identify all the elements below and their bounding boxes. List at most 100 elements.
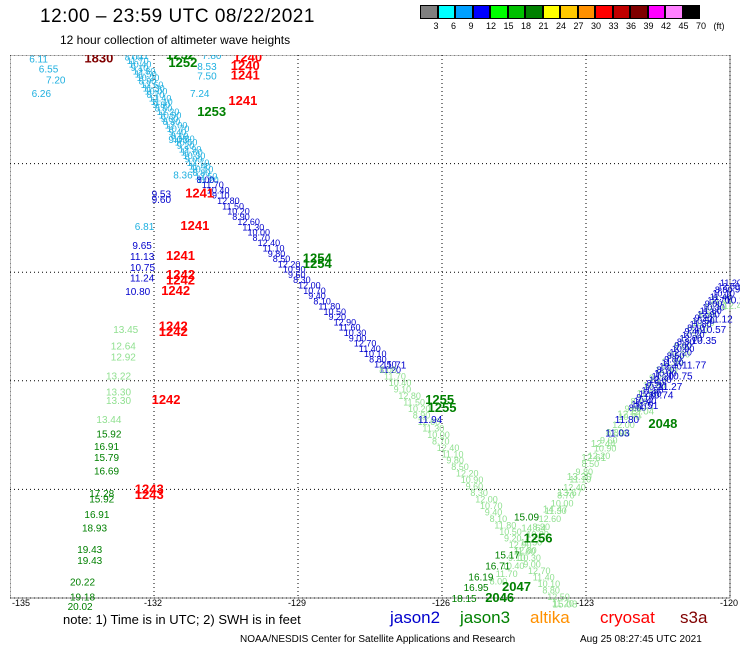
track-value-label: 10.50 (175, 138, 198, 148)
pass-time-label: 1252 (166, 55, 195, 62)
track-value-label: 12.50 (547, 592, 570, 602)
track-value-label: 8.80 (369, 354, 387, 364)
pass-time-label: 1255 (425, 392, 454, 407)
legend-swatch (577, 5, 595, 19)
wave-height-label: 15.09 (514, 513, 539, 524)
track-value-label: 10.50 (643, 381, 666, 391)
track-value-label: 12.50 (195, 171, 218, 181)
track-value-label: 9.10 (636, 393, 654, 403)
wave-height-label: 12.61 (617, 409, 642, 420)
legend-label: 24 (556, 21, 567, 31)
pass-time-label: 1252 (168, 55, 197, 70)
page-title: 12:00 – 23:59 UTC 08/22/2021 (40, 6, 315, 27)
track-value-label: 10.30 (518, 553, 541, 563)
wave-height-label: 12.92 (111, 352, 136, 363)
legend-label: 30 (591, 21, 602, 31)
track-value-label: 8.50 (667, 351, 685, 361)
track-value-label: 12.80 (514, 545, 537, 555)
wave-height-label: 12.64 (111, 342, 136, 353)
track-value-label: 12.40 (437, 443, 460, 453)
legend-label: 27 (573, 21, 584, 31)
track-value-label: 12.70 (187, 158, 210, 168)
track-value-label: 12.60 (237, 217, 260, 227)
track-value-label: 12.70 (680, 334, 703, 344)
legend-swatch (630, 5, 648, 19)
track-value-label: 11.20 (720, 278, 740, 288)
track-value-label: 11.60 (700, 306, 722, 316)
track-value-label: 11.60 (514, 547, 536, 557)
track-value-label: 10.20 (227, 207, 250, 217)
legend-swatch (420, 5, 438, 19)
track-value-label: 9.60 (600, 436, 618, 446)
track-value-label: 11.50 (520, 537, 542, 547)
track-value-label: 9.80 (446, 456, 464, 466)
legend-label: (ft) (713, 21, 725, 31)
wave-height-label: 13.30 (567, 472, 592, 483)
wave-height-label: 11.27 (658, 382, 683, 393)
wave-height-label: 13.67 (557, 488, 582, 499)
wave-height-label: 17.28 (89, 489, 114, 500)
track-value-label: 11.10 (263, 244, 285, 254)
wave-height-label: 18.15 (452, 594, 477, 605)
wave-height-label: 13.44 (96, 415, 121, 426)
track-value-label: 12.60 (539, 514, 562, 524)
track-value-label: 12.70 (354, 339, 377, 349)
legend-swatch (490, 5, 508, 19)
track-value-label: 10.90 (159, 110, 182, 120)
track-value-label: 11.30 (422, 423, 444, 433)
wave-height-label: 11.12 (708, 314, 733, 325)
track-value-label: 12.40 (258, 238, 281, 248)
track-value-label: 8.80 (715, 285, 733, 295)
track-value-label: 11.50 (222, 201, 244, 211)
track-value-label: 9.20 (329, 312, 347, 322)
wave-height-label: 11.94 (418, 415, 443, 426)
wave-height-label: 10.75 (668, 371, 693, 382)
legend-swatch (560, 5, 578, 19)
track-value-label: 11.60 (339, 323, 361, 333)
track-value-label: 8.70 (253, 233, 271, 243)
track-value-label: 8.00 (379, 365, 397, 375)
track-value-label: 11.30 (652, 372, 674, 382)
track-value-label: 12.70 (528, 566, 551, 576)
track-value-label: 12.20 (588, 451, 611, 461)
wave-height-label: 19.43 (77, 545, 102, 556)
track-value-label: 11.20 (552, 598, 574, 608)
legend-swatch (682, 5, 700, 19)
track-value-label: 10.00 (427, 430, 450, 440)
track-value-label: 11.80 (318, 302, 340, 312)
track-value-label: 12.00 (165, 121, 188, 131)
track-value-label: 12.80 (217, 196, 240, 206)
track-value-label: 9.10 (131, 63, 149, 73)
track-value-label: 8.30 (293, 275, 311, 285)
track-value-label: 10.00 (551, 498, 574, 508)
satellite-jason3: jason3 (460, 608, 511, 627)
track-value-label: 11.80 (690, 320, 712, 330)
track-value-label: 8.70 (147, 90, 165, 100)
legend-swatch (455, 5, 473, 19)
track-value-label: 11.70 (202, 180, 224, 190)
track-value-label: 12.60 (418, 417, 441, 427)
track-value-label: 12.90 (655, 365, 678, 375)
wave-height-label: 11.51 (634, 401, 659, 412)
track-value-label: 11.10 (151, 97, 173, 107)
wave-height-label: 11.13 (130, 252, 155, 263)
wave-height-label: 11.03 (605, 428, 630, 439)
wave-height-label: 7.80 (202, 55, 222, 62)
track-value-label: 8.00 (197, 175, 215, 185)
wave-height-label: 8.53 (197, 62, 217, 73)
legend-swatch (647, 5, 665, 19)
track-value-label: 11.70 (496, 569, 518, 579)
track-value-label: 12.00 (612, 420, 635, 430)
wave-height-label: 10.57 (701, 325, 726, 336)
track-value-label: 12.40 (563, 483, 586, 493)
track-value-label: 11.40 (359, 344, 381, 354)
track-value-label: 8.50 (273, 254, 291, 264)
wave-height-label: 12.42 (723, 301, 740, 312)
pass-time-label: 1241 (231, 68, 260, 83)
track-value-label: 10.20 (526, 530, 549, 540)
color-legend (420, 5, 700, 19)
track-value-label: 10.40 (207, 185, 230, 195)
track-value-label: 12.20 (669, 347, 692, 357)
track-value-label: 10.10 (538, 579, 561, 589)
pass-time-label: 1830 (84, 55, 113, 65)
